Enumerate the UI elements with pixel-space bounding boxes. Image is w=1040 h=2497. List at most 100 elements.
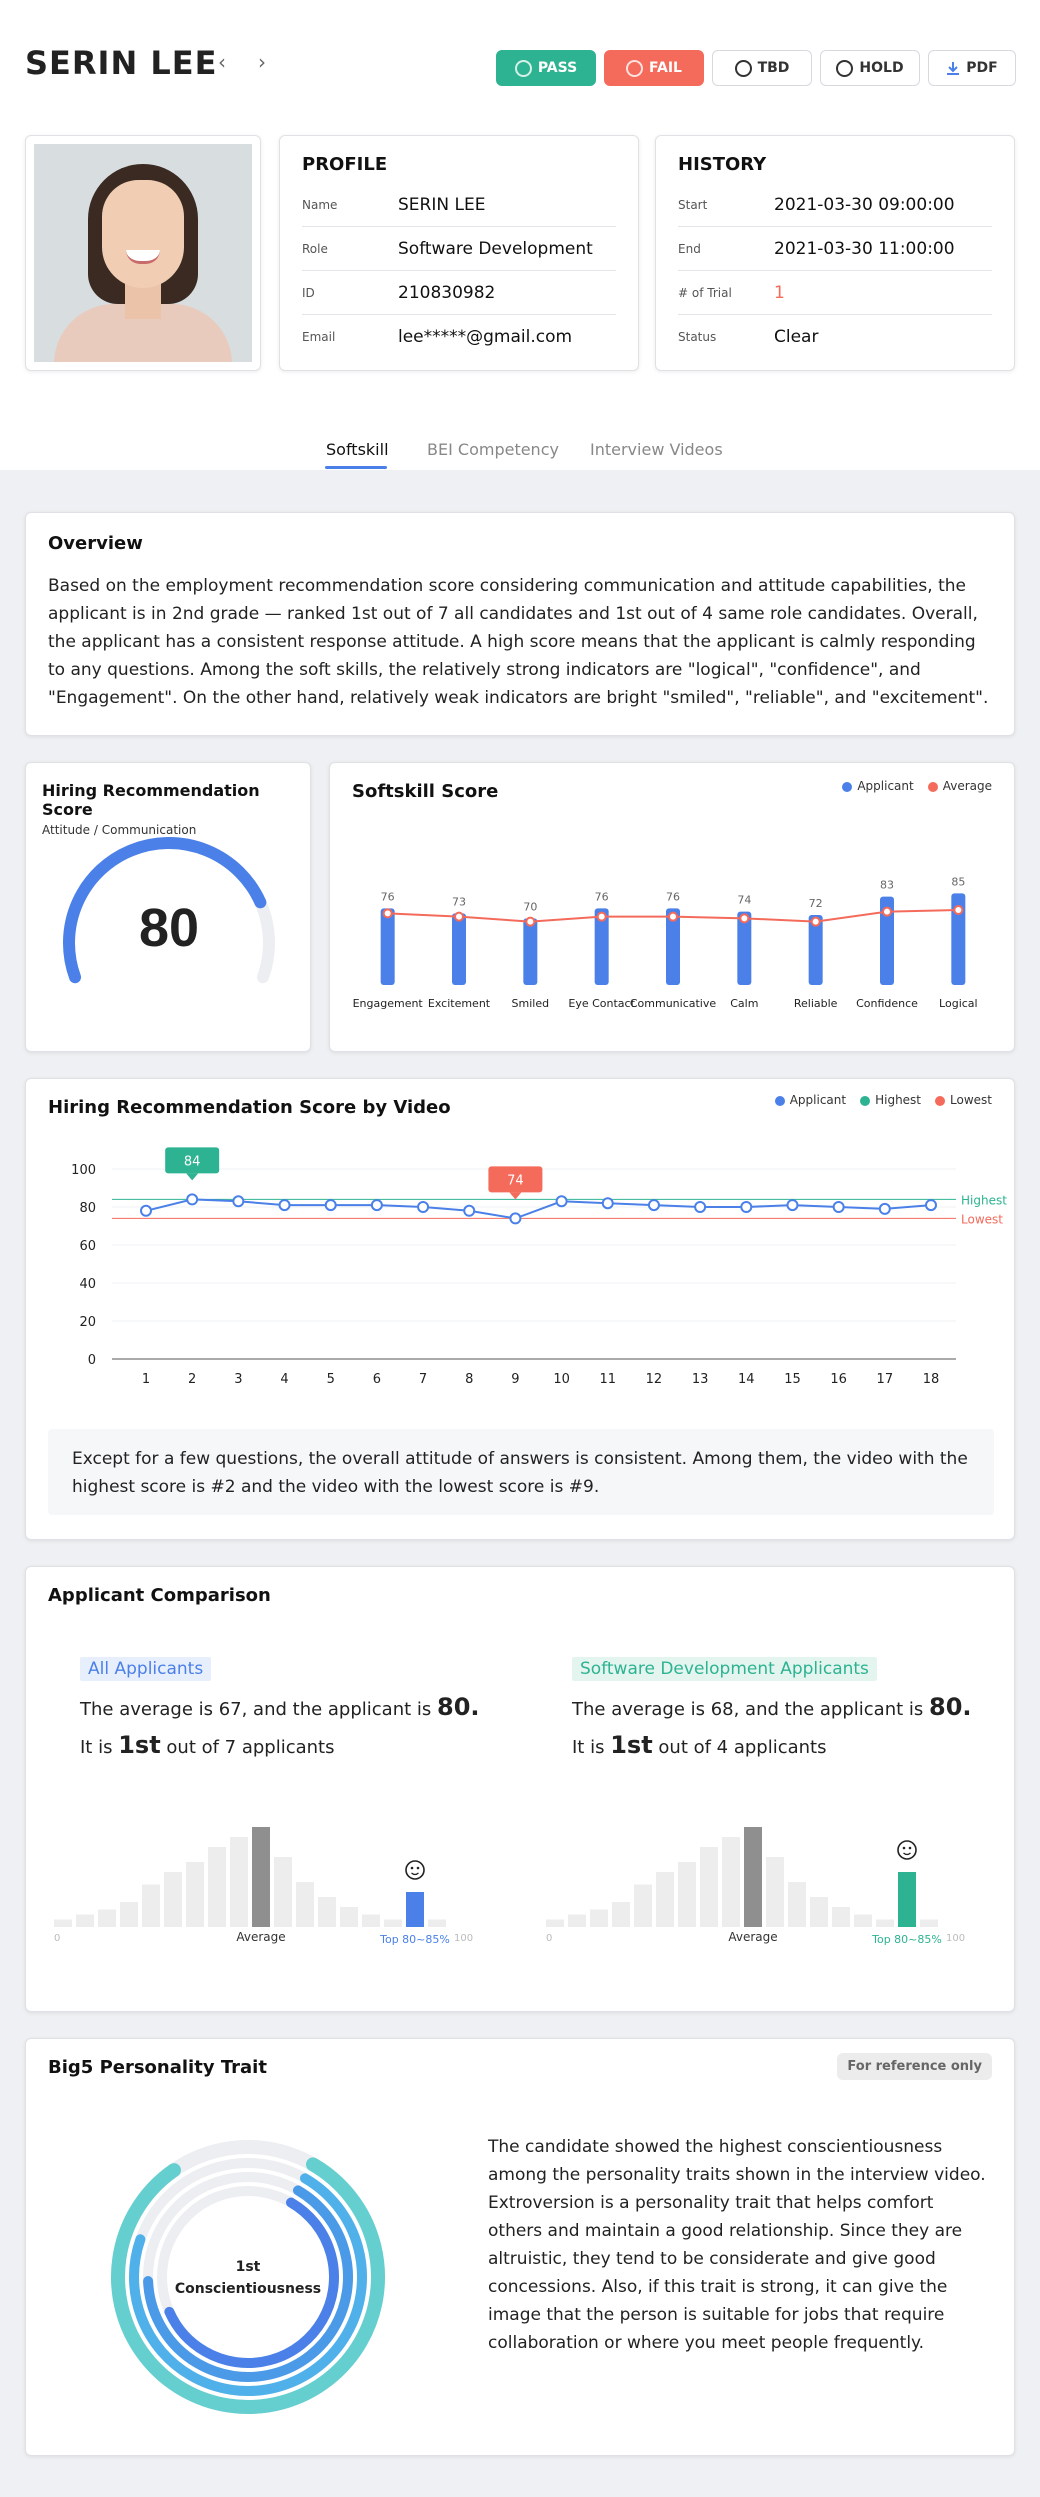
top-percent-label: Top 80~85%: [871, 1933, 942, 1946]
big5-trait: Conscientiousness: [175, 2281, 321, 2297]
hiring-gauge: 80: [63, 837, 275, 984]
histogram-bar: [568, 1914, 586, 1927]
profile-card: PROFILE Name SERIN LEE Role Software Devel…: [279, 135, 639, 371]
row-label: ID: [302, 285, 315, 300]
y-tick-label: 20: [79, 1315, 96, 1330]
row-value: 2021-03-30 11:00:00: [774, 238, 955, 259]
histogram-bar: [428, 1919, 446, 1927]
applicant-point: [278, 1199, 291, 1212]
softskill-bar: [951, 893, 966, 985]
softskill-bar: [808, 915, 823, 985]
softskill-bar: [380, 908, 395, 985]
score-callout-label: 74: [507, 1173, 524, 1188]
row-value: lee*****@gmail.com: [398, 327, 573, 347]
x-tick-label: 13: [692, 1372, 709, 1387]
histogram-bar: [678, 1862, 696, 1927]
softskill-category-label: Excitement: [428, 997, 491, 1010]
histogram-bar: [76, 1914, 94, 1927]
highest-label: Highest: [961, 1193, 1007, 1207]
history-row: Status Clear: [678, 315, 992, 359]
radio-icon: [514, 59, 532, 77]
histogram-bar: [876, 1919, 894, 1927]
applicant-point: [463, 1204, 476, 1217]
comparison-card: Applicant Comparison All Applicants The …: [25, 1566, 1015, 2012]
x-tick-label: 14: [738, 1372, 755, 1387]
applicant-point: [832, 1201, 845, 1213]
softskill-average-point: [810, 916, 821, 927]
row-value: SERIN LEE: [398, 194, 486, 215]
applicant-point: [324, 1199, 337, 1212]
softskill-bar: [452, 913, 466, 985]
y-tick-label: 40: [79, 1277, 96, 1292]
smiley-eye: [410, 1866, 414, 1870]
histogram-bar: [810, 1897, 828, 1927]
softskill-average-point: [668, 911, 678, 922]
histogram-bar: [700, 1847, 718, 1927]
x-tick-label: 17: [877, 1372, 894, 1387]
softskill-average-point: [596, 911, 607, 922]
big5-ring-arc: [143, 2172, 353, 2382]
row-label: Start: [678, 197, 708, 212]
softskill-bar: [666, 908, 680, 985]
softskill-category-label: Eye Contact: [568, 997, 635, 1010]
legend-lowest: Lowest: [935, 1093, 992, 1107]
legend-applicant: Applicant: [842, 779, 914, 793]
avatar: [34, 144, 252, 362]
histogram-bar: [98, 1909, 116, 1927]
histogram-bar: [186, 1862, 204, 1927]
hiring-score-card: Hiring Recommendation Score Attitude / C…: [25, 762, 311, 1052]
x-tick-label: 15: [784, 1372, 801, 1387]
tab-interview-videos[interactable]: Interview Videos: [590, 440, 723, 459]
comparison-tag-role: Software Development Applicants: [572, 1657, 877, 1681]
histogram-bar: [362, 1914, 380, 1927]
histogram-bar: [634, 1884, 652, 1927]
softskill-category-label: Reliable: [794, 997, 838, 1010]
histogram-bar: [54, 1919, 72, 1927]
histogram-bar: [274, 1857, 292, 1927]
tab-softskill[interactable]: Softskill: [326, 440, 389, 459]
profile-row: Role Software Development: [302, 227, 616, 271]
hold-label: HOLD: [859, 60, 904, 76]
histogram-bar: [120, 1902, 138, 1927]
x-tick-label: 10: [553, 1372, 570, 1387]
top-percent-label: Top 80~85%: [379, 1933, 450, 1946]
tab-bei-competency[interactable]: BEI Competency: [427, 440, 559, 459]
video-legend: Applicant Highest Lowest: [774, 1093, 992, 1107]
y-tick-label: 80: [79, 1201, 96, 1216]
applicant-point: [647, 1199, 660, 1212]
average-bar: [744, 1827, 762, 1927]
softskill-bar-label: 76: [666, 890, 680, 903]
histogram-bar: [920, 1919, 938, 1927]
fail-button[interactable]: FAIL: [604, 50, 704, 86]
softskill-average-point: [882, 906, 892, 917]
comparison-average-line: The average is 68, and the applicant is …: [572, 1693, 972, 1721]
row-label: Role: [302, 241, 328, 256]
comparison-histogram-role: 0 100 Average Top 80~85%: [546, 1827, 965, 1946]
softskill-bar: [594, 908, 609, 985]
softskill-average-point: [454, 911, 464, 922]
histogram-bar: [384, 1919, 402, 1927]
profile-title: PROFILE: [302, 154, 388, 175]
applicant-point: [694, 1201, 707, 1213]
y-tick-label: 60: [79, 1239, 96, 1254]
histogram-bar: [208, 1847, 226, 1927]
softskill-bar: [880, 896, 894, 985]
axis-min-label: 0: [546, 1933, 552, 1944]
chevron-left-icon[interactable]: ‹: [218, 50, 226, 74]
chevron-right-icon[interactable]: ›: [258, 50, 266, 74]
video-note: Except for a few questions, the overall …: [48, 1429, 994, 1515]
pass-button[interactable]: PASS: [496, 50, 596, 86]
hiring-subtitle: Attitude / Communication: [42, 823, 197, 837]
applicant-line: [145, 1198, 932, 1220]
axis-max-label: 100: [454, 1933, 473, 1944]
tbd-button[interactable]: TBD: [712, 50, 812, 86]
x-tick-label: 12: [646, 1372, 663, 1387]
x-tick-label: 1: [142, 1372, 150, 1387]
x-tick-label: 7: [419, 1372, 427, 1387]
radio-icon: [836, 59, 854, 77]
softskill-category-label: Confidence: [856, 997, 918, 1010]
pdf-button[interactable]: PDF: [928, 50, 1016, 86]
smiley-eye: [908, 1846, 912, 1850]
hold-button[interactable]: HOLD: [820, 50, 920, 86]
